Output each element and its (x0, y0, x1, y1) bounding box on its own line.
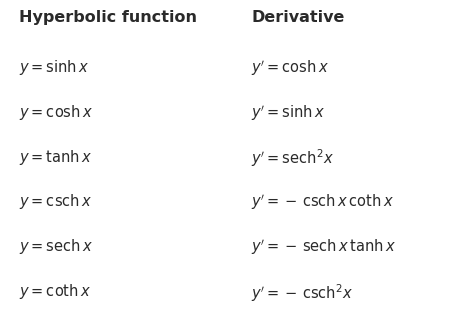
Text: $y = \mathrm{sech}\,x$: $y = \mathrm{sech}\,x$ (19, 237, 93, 256)
Text: Derivative: Derivative (251, 10, 345, 25)
Text: $y = \sinh x$: $y = \sinh x$ (19, 58, 89, 77)
Text: $y^{\prime} = \sinh x$: $y^{\prime} = \sinh x$ (251, 103, 326, 122)
Text: $y^{\prime} = -\,\mathrm{sech}\,x\,\tanh x$: $y^{\prime} = -\,\mathrm{sech}\,x\,\tanh… (251, 237, 396, 257)
Text: $y^{\prime} = -\,\mathrm{csch}^{2}\!\,x$: $y^{\prime} = -\,\mathrm{csch}^{2}\!\,x$ (251, 282, 354, 304)
Text: $y = \tanh x$: $y = \tanh x$ (19, 148, 92, 167)
Text: Hyperbolic function: Hyperbolic function (19, 10, 197, 25)
Text: $y^{\prime} = -\,\mathrm{csch}\,x\,\mathrm{coth}\,x$: $y^{\prime} = -\,\mathrm{csch}\,x\,\math… (251, 192, 394, 212)
Text: $y = \cosh x$: $y = \cosh x$ (19, 103, 93, 122)
Text: $y = \coth x$: $y = \coth x$ (19, 282, 91, 301)
Text: $y^{\prime} = \mathrm{sech}^{2}\!\,x$: $y^{\prime} = \mathrm{sech}^{2}\!\,x$ (251, 148, 334, 169)
Text: $y = \mathrm{csch}\,x$: $y = \mathrm{csch}\,x$ (19, 192, 92, 212)
Text: $y^{\prime} = \cosh x$: $y^{\prime} = \cosh x$ (251, 58, 329, 78)
